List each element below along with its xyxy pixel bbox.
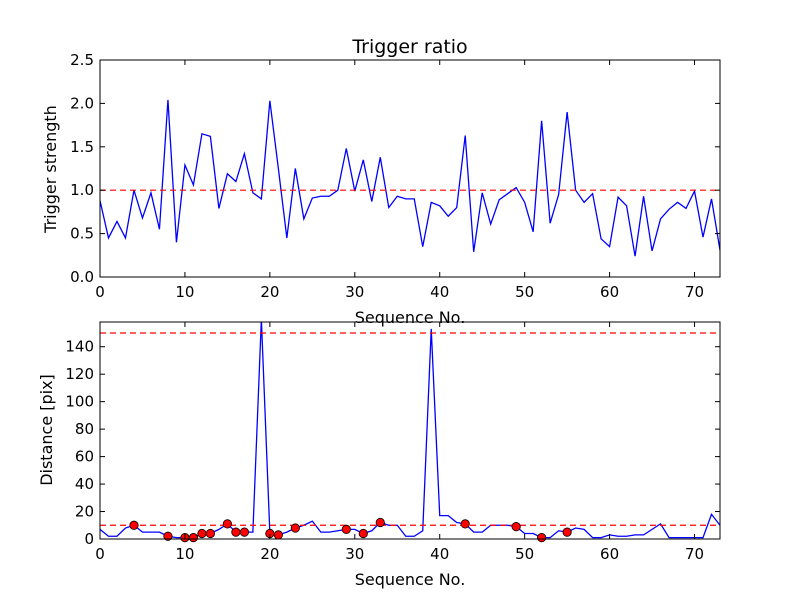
plot2-marker — [205, 528, 216, 539]
chart-title: Trigger ratio — [351, 36, 467, 58]
plot1-ytick-label: 0.5 — [70, 225, 94, 243]
plot2-marker — [163, 531, 173, 541]
plot1-xtick-label: 10 — [175, 283, 194, 301]
plot2-xtick-label: 0 — [95, 545, 105, 563]
plot2-series-line — [100, 322, 720, 539]
plot1-ytick-label: 1.5 — [70, 138, 94, 156]
plot1-ytick-label: 2.0 — [70, 94, 94, 112]
plot2-marker — [562, 527, 572, 537]
plot2-marker — [239, 527, 249, 537]
plot1-axes-frame — [99, 59, 721, 278]
plot2-marker — [290, 523, 300, 533]
plot2-xtick-label: 70 — [685, 545, 704, 563]
plot2-marker — [273, 530, 283, 540]
trigger-ratio-plot: 0 10 20 30 40 50 60 70 0.0 0.5 1.0 1.5 2.0 2.5 Sequen… — [41, 51, 721, 327]
plot2-marker — [358, 528, 368, 539]
plot1-xtick-label: 0 — [95, 283, 105, 301]
plot1-xtick-label: 20 — [260, 283, 279, 301]
plot2-ytick-label: 20 — [75, 503, 94, 521]
plot2-xtick-label: 20 — [260, 545, 279, 563]
plot2-marker — [222, 519, 232, 529]
plot1-ytick-label: 1.0 — [70, 181, 94, 199]
plot2-xlabel: Sequence No. — [355, 570, 466, 589]
plot1-xtick-label: 30 — [345, 283, 364, 301]
plot2-ytick-label: 120 — [65, 365, 94, 383]
plot2-ytick-label: 80 — [75, 420, 94, 438]
plot1-ylabel: Trigger strength — [41, 105, 60, 234]
plot2-ylabel: Distance [pix] — [37, 374, 56, 486]
plot2-marker — [341, 524, 351, 534]
plot2-marker — [188, 533, 199, 543]
plot2-marker — [375, 517, 385, 528]
plot2-marker — [537, 533, 547, 543]
plot1-ytick-label: 2.5 — [70, 51, 94, 69]
plot2-ytick-label: 140 — [65, 338, 94, 356]
plot2-xtick-label: 40 — [430, 545, 449, 563]
plot2-marker — [231, 527, 241, 537]
plot2-marker — [511, 522, 521, 532]
plot1-xlabel: Sequence No. — [355, 308, 466, 327]
plot2-marker — [460, 519, 470, 529]
distance-plot: 0 10 20 30 40 50 60 70 0 20 40 60 80 100 120 140 Sequen… — [37, 321, 721, 589]
plot1-xtick-label: 60 — [600, 283, 619, 301]
plot2-xtick-label: 30 — [345, 545, 364, 563]
plot2-ytick-label: 0 — [84, 530, 94, 548]
plot1-ytick-label: 0.0 — [70, 268, 94, 286]
plot1-xtick-label: 70 — [685, 283, 704, 301]
plot2-marker — [129, 520, 139, 530]
plot2-xtick-label: 10 — [175, 545, 194, 563]
plot2-ytick-label: 60 — [75, 448, 94, 466]
plot1-xtick-label: 40 — [430, 283, 449, 301]
plot2-xtick-label: 50 — [515, 545, 534, 563]
plot2-marker — [197, 528, 207, 539]
plot1-xtick-label: 50 — [515, 283, 534, 301]
plot2-xtick-label: 60 — [600, 545, 619, 563]
plot2-axes-frame — [99, 321, 721, 540]
plot2-ytick-label: 100 — [65, 393, 94, 411]
plot2-ytick-label: 40 — [75, 475, 94, 493]
plot1-series-line — [100, 99, 720, 257]
